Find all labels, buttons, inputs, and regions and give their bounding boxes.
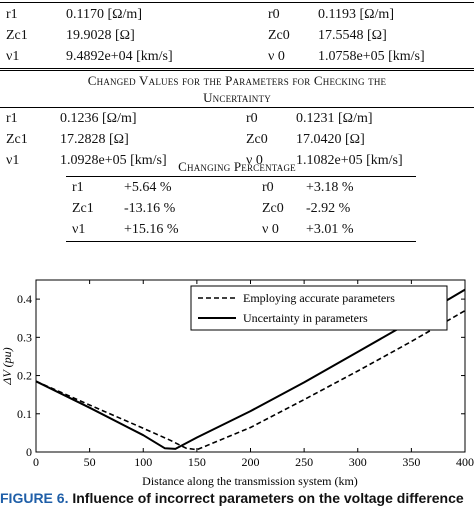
param-value: 0.1170 [Ω/m] (66, 7, 142, 22)
param-name: Zc0 (262, 201, 284, 216)
param-value: +5.64 % (124, 180, 172, 195)
y-tick-label: 0.3 (17, 330, 32, 344)
figure-caption: FIGURE 6. Influence of incorrect paramet… (0, 488, 474, 508)
x-tick-label: 400 (456, 455, 474, 469)
param-value: 0.1231 [Ω/m] (296, 111, 373, 126)
param-name: r1 (72, 180, 84, 195)
table-row: r1 0.1236 [Ω/m] r0 0.1231 [Ω/m] (0, 108, 474, 130)
table-row: r1 +5.64 % r0 +3.18 % (0, 177, 474, 199)
param-name: Zc1 (72, 201, 94, 216)
legend: Employing accurate parameters Uncertaint… (190, 285, 448, 331)
section-title: Changed Values for the Parameters for Ch… (87, 73, 387, 88)
section-title: Changing Percentage (178, 159, 296, 174)
param-value: 0.1193 [Ω/m] (318, 7, 394, 22)
table-row: ν1 9.4892e+04 [km/s] ν 0 1.0758e+05 [km/… (0, 46, 474, 68)
table-row: Zc1 -13.16 % Zc0 -2.92 % (0, 198, 474, 220)
param-value: -2.92 % (306, 201, 351, 216)
axis-ticks: 0 50 100 150 200 250 300 350 400 0 0.1 0.2 0.3 0.4 (17, 280, 474, 469)
param-name: Zc1 (6, 28, 28, 43)
param-value: +3.18 % (306, 180, 354, 195)
x-tick-label: 250 (295, 455, 313, 469)
y-tick-label: 0 (26, 445, 32, 459)
figure-number: FIGURE 6. (0, 490, 69, 506)
table-row: r1 0.1170 [Ω/m] r0 0.1193 [Ω/m] (0, 4, 474, 26)
table-row: ν1 1.0928e+05 [km/s] ν 0 1.1082e+05 [km/… (0, 150, 474, 172)
param-value: 17.2828 [Ω] (60, 132, 129, 147)
param-value: 1.0928e+05 [km/s] (60, 153, 167, 168)
x-tick-label: 100 (134, 455, 152, 469)
section-rule (0, 68, 474, 69)
param-name: ν 0 (246, 153, 263, 168)
table-top-rule (0, 2, 474, 3)
series-line-accurate (35, 309, 466, 451)
x-tick-label: 350 (402, 455, 420, 469)
param-value: -13.16 % (124, 201, 176, 216)
x-tick-label: 0 (33, 455, 39, 469)
param-value: 19.9028 [Ω] (66, 28, 135, 43)
param-name: Zc1 (6, 132, 28, 147)
param-name: r1 (6, 7, 18, 22)
section-rule (0, 107, 474, 108)
param-name: r1 (6, 111, 18, 126)
param-value: 0.1236 [Ω/m] (60, 111, 137, 126)
section-rule (0, 70, 474, 71)
table-bottom-rule (66, 241, 416, 242)
param-value: 17.5548 [Ω] (318, 28, 387, 43)
x-tick-label: 50 (84, 455, 96, 469)
param-value: 1.0758e+05 [km/s] (318, 49, 425, 64)
table-row: ν1 +15.16 % ν 0 +3.01 % (0, 219, 474, 241)
x-tick-label: 150 (188, 455, 206, 469)
table-row: Zc1 19.9028 [Ω] Zc0 17.5548 [Ω] (0, 25, 474, 47)
param-name: Zc0 (246, 132, 268, 147)
section-title: Uncertainty (203, 90, 271, 105)
voltage-difference-chart: 0 50 100 150 200 250 300 350 400 0 0.1 0.2 0.3 0.4 Em… (0, 279, 474, 488)
y-tick-label: 0.1 (17, 407, 32, 421)
param-name: ν1 (6, 153, 20, 168)
x-axis-label: Distance along the transmission system (… (142, 474, 358, 488)
param-value: 9.4892e+04 [km/s] (66, 49, 173, 64)
param-name: ν1 (72, 222, 86, 237)
param-name: ν 0 (268, 49, 285, 64)
param-name: ν 0 (262, 222, 279, 237)
param-value: +3.01 % (306, 222, 354, 237)
table-row: Zc1 17.2828 [Ω] Zc0 17.0420 [Ω] (0, 129, 474, 151)
param-value: 17.0420 [Ω] (296, 132, 365, 147)
legend-label: Uncertainty in parameters (243, 311, 368, 325)
x-tick-label: 200 (242, 455, 260, 469)
y-axis-label: ΔV (pu) (0, 347, 14, 385)
param-name: r0 (268, 7, 280, 22)
param-value: 1.1082e+05 [km/s] (296, 153, 403, 168)
y-tick-label: 0.4 (17, 292, 32, 306)
legend-box (190, 285, 448, 331)
section-rule (66, 176, 416, 177)
legend-label: Employing accurate parameters (243, 291, 395, 305)
x-tick-label: 300 (349, 455, 367, 469)
param-name: r0 (262, 180, 274, 195)
series-lines (35, 288, 466, 451)
series-line-uncertainty (35, 288, 466, 450)
param-name: Zc0 (268, 28, 290, 43)
param-value: +15.16 % (124, 222, 179, 237)
figure-caption-text: Influence of incorrect parameters on the… (72, 490, 464, 506)
param-name: r0 (246, 111, 258, 126)
param-name: ν1 (6, 49, 20, 64)
y-tick-label: 0.2 (17, 369, 32, 383)
